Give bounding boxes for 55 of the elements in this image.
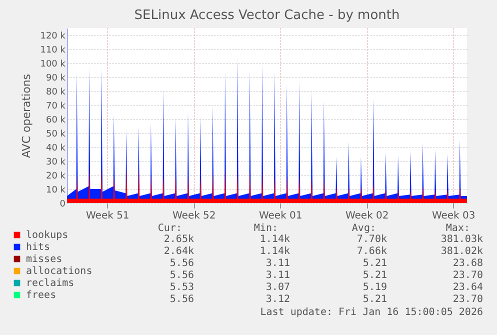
text: Avg: (352, 223, 376, 234)
y-tick-label: 70 k (46, 102, 66, 112)
text: 1.14k (260, 246, 290, 257)
text: 23.64 (452, 282, 483, 293)
text: 3.11 (266, 258, 290, 269)
text: Cur: (158, 223, 182, 234)
x-tick-label: Week 03 (432, 210, 476, 222)
text: 5.21 (362, 294, 387, 305)
text: 5.56 (170, 270, 194, 281)
y-tick-label: 50 k (46, 130, 66, 140)
y-tick-label: 0 (60, 200, 66, 210)
legend-label: lookups (26, 230, 68, 241)
y-tick-label: 10 k (46, 186, 66, 196)
text: 23.70 (452, 270, 483, 281)
text: 5.19 (362, 282, 387, 293)
text: 3.12 (266, 294, 290, 305)
text: 7.70k (356, 234, 387, 245)
text: 23.68 (452, 258, 483, 269)
x-tick-label: Week 02 (345, 210, 389, 222)
text: 23.70 (452, 294, 483, 305)
y-tick-label: 60 k (46, 116, 66, 126)
text: 2.64k (164, 246, 194, 257)
text: 381.02k (440, 246, 483, 257)
y-tick-label: 110 k (40, 46, 66, 56)
text: 5.21 (362, 270, 387, 281)
legend-label: misses (26, 254, 62, 265)
y-tick-label: 40 k (46, 144, 66, 154)
chart-title: SELinux Access Vector Cache - by month (134, 8, 400, 23)
x-tick-label: Week 01 (258, 210, 302, 222)
text: Min: (254, 223, 278, 234)
y-tick-label: 100 k (40, 60, 66, 70)
text: 3.11 (266, 270, 290, 281)
legend-label: hits (26, 242, 50, 253)
text: 5.56 (170, 294, 194, 305)
text: 3.07 (266, 282, 290, 293)
text: 5.21 (362, 258, 387, 269)
legend-label: reclaims (26, 278, 74, 289)
y-tick-label: 30 k (46, 158, 66, 168)
y-tick-label: 80 k (46, 88, 66, 98)
text: Last update: Fri Jan 16 15:00:05 2026 (260, 307, 483, 318)
legend-label: frees (26, 290, 56, 301)
legend-label: allocations (26, 266, 92, 277)
text: 2.65k (164, 234, 194, 245)
y-axis-title: AVC operations (20, 74, 34, 158)
text: 7.66k (356, 246, 387, 257)
text: 381.03k (440, 234, 483, 245)
text: 5.56 (170, 258, 194, 269)
text: Max: (446, 223, 470, 234)
x-tick-label: Week 51 (86, 210, 130, 222)
y-tick-label: 20 k (46, 172, 66, 182)
y-tick-label: 120 k (40, 32, 66, 42)
text: 1.14k (260, 234, 290, 245)
x-tick-label: Week 52 (172, 210, 216, 222)
text: 5.53 (170, 282, 194, 293)
y-tick-label: 90 k (46, 74, 66, 84)
